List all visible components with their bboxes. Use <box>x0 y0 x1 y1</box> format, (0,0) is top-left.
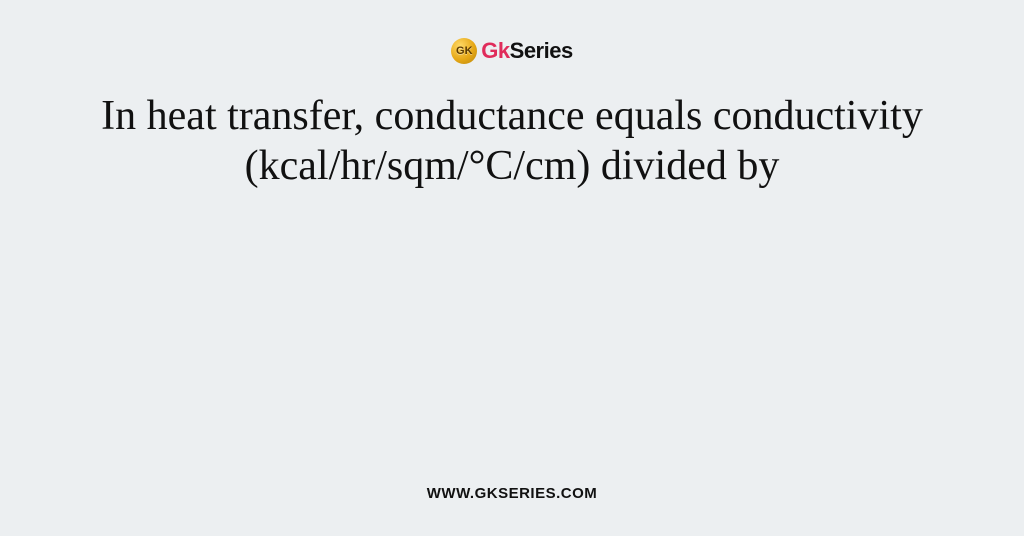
logo: GK GkSeries <box>451 38 572 64</box>
logo-badge-text: GK <box>456 45 473 57</box>
logo-text-gk: Gk <box>481 38 509 63</box>
question-text: In heat transfer, conductance equals con… <box>82 92 942 191</box>
logo-text: GkSeries <box>481 38 572 64</box>
logo-text-series: Series <box>510 38 573 63</box>
logo-badge-icon: GK <box>451 38 477 64</box>
footer-url: WWW.GKSERIES.COM <box>0 485 1024 502</box>
